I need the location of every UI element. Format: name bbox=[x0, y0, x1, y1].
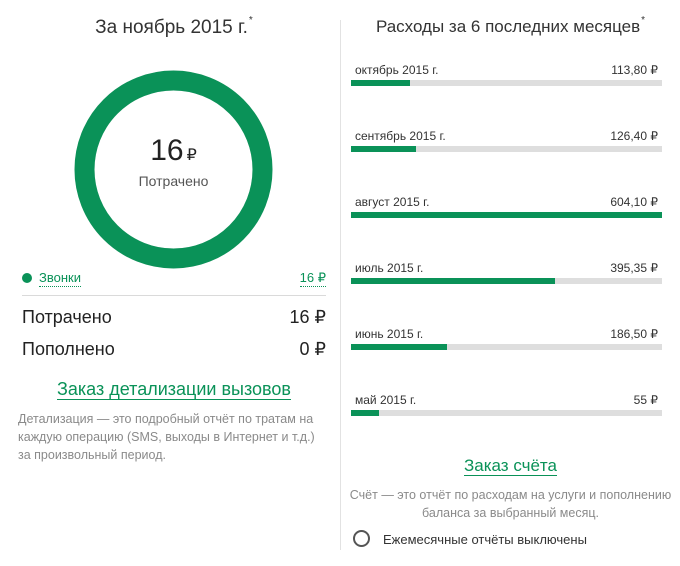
month-bar-track bbox=[351, 212, 662, 218]
month-bar-fill bbox=[351, 344, 447, 350]
donut-center: 16 ₽ Потрачено bbox=[74, 70, 273, 269]
month-value: 395,35 ₽ bbox=[610, 261, 658, 275]
summary-spent-value: 16 ₽ bbox=[289, 307, 326, 327]
month-bar-fill bbox=[351, 80, 410, 86]
order-bill-link[interactable]: Заказ счёта bbox=[464, 456, 557, 476]
six-months-title: Расходы за 6 последних месяцев* bbox=[341, 15, 680, 37]
month-value: 55 ₽ bbox=[633, 393, 658, 407]
month-bar-fill bbox=[351, 278, 555, 284]
month-name: июнь 2015 г. bbox=[355, 327, 424, 341]
spending-donut-chart: 16 ₽ Потрачено bbox=[74, 70, 273, 269]
month-bar-track bbox=[351, 410, 662, 416]
month-row: октябрь 2015 г. 113,80 ₽ bbox=[351, 63, 662, 93]
footnote-mark: * bbox=[641, 15, 646, 26]
month-name: август 2015 г. bbox=[355, 195, 430, 209]
legend-item-calls: Звонки 16 ₽ bbox=[22, 270, 326, 288]
month-bar-track bbox=[351, 278, 662, 284]
month-bar-track bbox=[351, 146, 662, 152]
month-name: сентябрь 2015 г. bbox=[355, 129, 446, 143]
month-row: сентябрь 2015 г. 126,40 ₽ bbox=[351, 129, 662, 159]
month-name: октябрь 2015 г. bbox=[355, 63, 439, 77]
six-months-title-text: Расходы за 6 последних месяцев bbox=[375, 17, 641, 36]
month-name: июль 2015 г. bbox=[355, 261, 424, 275]
donut-ring bbox=[74, 70, 273, 269]
call-details-description: Детализация — это подробный отчёт по тра… bbox=[18, 412, 315, 462]
current-month-title: За ноябрь 2015 г.* bbox=[0, 15, 348, 39]
month-value: 126,40 ₽ bbox=[610, 129, 658, 143]
monthly-reports-radio[interactable] bbox=[353, 530, 370, 547]
month-bar-track bbox=[351, 80, 662, 86]
current-month-title-text: За ноябрь 2015 г. bbox=[95, 17, 248, 38]
order-bill-container: Заказ счёта bbox=[341, 456, 680, 476]
month-bar-fill bbox=[351, 146, 417, 152]
month-row: июнь 2015 г. 186,50 ₽ bbox=[351, 327, 662, 357]
order-call-details-container: Заказ детализации вызовов bbox=[0, 379, 348, 400]
footnote-mark: * bbox=[248, 15, 253, 26]
current-month-panel: За ноябрь 2015 г.* 16 ₽ Потрачено Звонки … bbox=[18, 15, 326, 462]
column-divider bbox=[340, 20, 341, 550]
summary-row-spent: Потрачено 16 ₽ bbox=[22, 307, 326, 329]
legend-calls-link[interactable]: Звонки bbox=[39, 270, 81, 287]
donut-label: Потрачено bbox=[138, 173, 209, 189]
monthly-reports-toggle[interactable]: Ежемесячные отчёты выключены bbox=[353, 530, 673, 552]
month-value: 604,10 ₽ bbox=[610, 195, 658, 209]
month-bar-fill bbox=[351, 212, 662, 218]
month-value: 113,80 ₽ bbox=[611, 63, 658, 77]
summary-topped-up-label: Пополнено bbox=[22, 339, 115, 359]
month-row: август 2015 г. 604,10 ₽ bbox=[351, 195, 662, 225]
month-value: 186,50 ₽ bbox=[610, 327, 658, 341]
month-bar-fill bbox=[351, 410, 380, 416]
month-name: май 2015 г. bbox=[355, 393, 417, 407]
donut-amount: 16 ₽ bbox=[74, 134, 273, 168]
summary-spent-label: Потрачено bbox=[22, 307, 112, 327]
order-call-details-link[interactable]: Заказ детализации вызовов bbox=[57, 379, 291, 400]
monthly-reports-label: Ежемесячные отчёты выключены bbox=[383, 532, 587, 547]
month-row: июль 2015 г. 395,35 ₽ bbox=[351, 261, 662, 291]
month-row: май 2015 г. 55 ₽ bbox=[351, 393, 662, 423]
summary-row-topped-up: Пополнено 0 ₽ bbox=[22, 339, 326, 361]
divider bbox=[22, 295, 326, 296]
donut-amount-value: 16 bbox=[150, 134, 184, 167]
month-bar-track bbox=[351, 344, 662, 350]
summary-topped-up-value: 0 ₽ bbox=[299, 339, 326, 359]
legend-calls-value[interactable]: 16 ₽ bbox=[299, 270, 326, 287]
bill-description: Счёт — это отчёт по расходам на услуги и… bbox=[349, 488, 672, 520]
legend-dot-icon bbox=[22, 273, 32, 283]
donut-currency: ₽ bbox=[186, 147, 197, 164]
donut-segment-calls bbox=[74, 70, 273, 269]
six-months-panel: Расходы за 6 последних месяцев* октябрь … bbox=[341, 0, 680, 566]
